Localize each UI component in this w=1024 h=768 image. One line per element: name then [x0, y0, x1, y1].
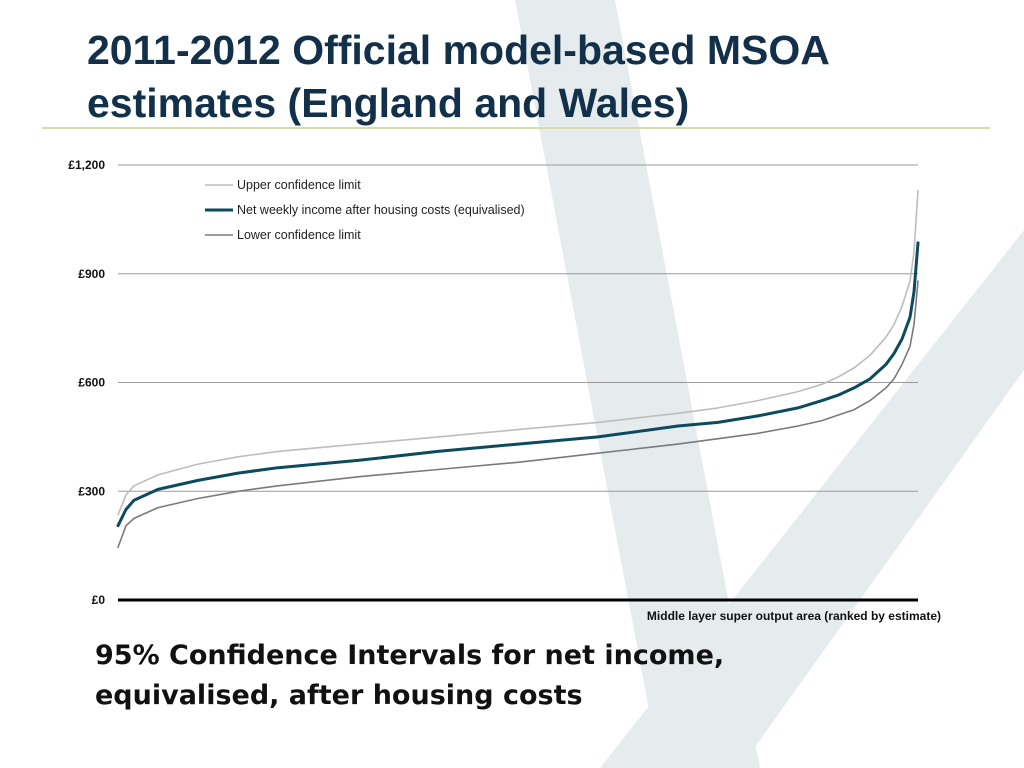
series-lines [116, 189, 920, 549]
y-tick-label: £1,200 [68, 158, 105, 172]
slide-title: 2011-2012 Official model-based MSOA esti… [87, 27, 829, 126]
legend: Upper confidence limit Net weekly income … [205, 178, 525, 242]
x-axis-label: Middle layer super output area (ranked b… [647, 609, 941, 623]
series-line-0 [117, 189, 919, 516]
slide-caption: 95% Confidence Intervals for net income,… [95, 640, 725, 711]
legend-label: Net weekly income after housing costs (e… [237, 203, 525, 217]
series-line-1 [116, 241, 920, 528]
series-line-2 [117, 280, 919, 549]
y-tick-label: £0 [92, 593, 106, 607]
legend-label: Lower confidence limit [237, 228, 361, 242]
y-tick-label: £900 [78, 267, 105, 281]
watermark-stroke-1 [515, 0, 760, 768]
legend-label: Upper confidence limit [237, 178, 361, 192]
watermark-stroke-2 [600, 230, 1024, 768]
y-tick-label: £600 [78, 376, 105, 390]
y-tick-label: £300 [78, 484, 105, 498]
y-axis-tick-labels: £0 £300 £600 £900 £1,200 [68, 158, 105, 607]
gridlines [118, 164, 918, 492]
title-divider [42, 127, 990, 129]
